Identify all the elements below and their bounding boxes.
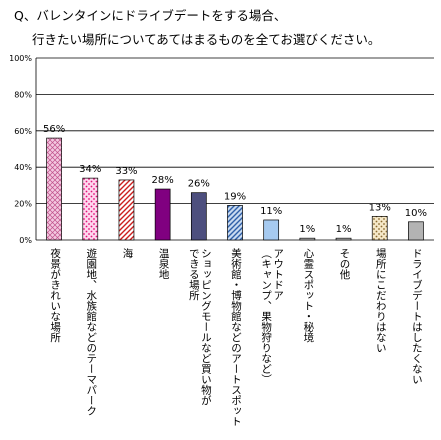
value-label: 19%	[224, 191, 246, 202]
svg-text:夜景がきれいな場所: 夜景がきれいな場所	[49, 247, 61, 343]
y-tick-label: 20%	[14, 200, 32, 209]
value-labels: 56% 34% 33% 28% 26% 19% 11% 1% 1% 13% 10%	[43, 124, 427, 235]
value-label: 56%	[43, 124, 65, 135]
bar	[299, 237, 316, 241]
svg-text:温泉地: 温泉地	[158, 248, 170, 280]
bar	[227, 205, 243, 241]
svg-text:ショッピングモールなど買い物が: ショッピングモールなど買い物が	[200, 248, 212, 406]
chart-title-line-2: 行きたい場所についてあてはまるものを全てお選びください。	[32, 32, 381, 47]
y-tick-label: 80%	[14, 90, 32, 99]
svg-text:心霊スポット・秘境: 心霊スポット・秘境	[302, 248, 314, 343]
value-label: 28%	[152, 175, 174, 186]
bar	[408, 221, 424, 241]
svg-text:その他: その他	[339, 248, 351, 280]
value-label: 33%	[115, 166, 137, 177]
y-tick-label: 60%	[14, 127, 32, 136]
bar	[371, 215, 388, 241]
category-label: 場所にこだわりはない	[375, 247, 387, 353]
y-tick-label: 100%	[9, 54, 32, 63]
bar	[82, 177, 99, 241]
svg-text:できる場所: できる場所	[188, 248, 200, 301]
chart-title-line-1: Q、バレンタインにドライブデートをする場合、	[14, 8, 287, 23]
y-tick-label: 0%	[19, 236, 32, 245]
svg-text:ドライブデートはしたくない: ドライブデートはしたくない	[411, 248, 423, 385]
value-label: 34%	[79, 164, 101, 175]
y-tick-label: 40%	[14, 163, 32, 172]
value-label: 13%	[369, 202, 391, 213]
bar	[335, 237, 352, 241]
category-label: 夜景がきれいな場所	[49, 247, 61, 343]
svg-text:海: 海	[121, 247, 133, 259]
svg-text:（キャンプ、果物狩りなど）: （キャンプ、果物狩りなど）	[260, 248, 272, 385]
value-label: 10%	[405, 208, 427, 219]
category-label: その他	[339, 248, 351, 280]
bar	[263, 219, 280, 241]
chart-title: Q、バレンタインにドライブデートをする場合、 行きたい場所についてあてはまるもの…	[14, 4, 434, 52]
svg-text:遊園地、水族館などのテーマパーク: 遊園地、水族館などのテーマパーク	[85, 247, 97, 416]
value-label: 1%	[299, 224, 315, 235]
bar	[118, 179, 135, 241]
bars	[46, 137, 424, 241]
bar	[154, 188, 171, 241]
category-label: 心霊スポット・秘境	[302, 248, 314, 343]
gridlines	[35, 57, 434, 241]
category-label: 温泉地	[158, 248, 170, 280]
category-label: 美術館・博物館などのアートスポット	[230, 247, 242, 426]
svg-text:場所にこだわりはない: 場所にこだわりはない	[375, 247, 387, 353]
value-label: 11%	[260, 206, 282, 217]
category-label: 遊園地、水族館などのテーマパーク	[85, 247, 97, 416]
svg-text:美術館・博物館などのアートスポット: 美術館・博物館などのアートスポット	[230, 247, 242, 426]
category-labels: 夜景がきれいな場所 遊園地、水族館などのテーマパーク 海 温泉地 ショッピングモールなど…	[49, 247, 423, 426]
category-label: アウトドア（キャンプ、果物狩りなど）	[260, 248, 284, 385]
bar	[46, 137, 62, 241]
svg-text:アウトドア: アウトドア	[272, 248, 284, 301]
bar	[190, 192, 207, 241]
value-label: 1%	[336, 224, 352, 235]
category-label: ドライブデートはしたくない	[411, 248, 423, 385]
value-label: 26%	[188, 179, 210, 190]
y-axis-ticks: 0% 20% 40% 60% 80% 100%	[9, 54, 32, 245]
category-label: 海	[121, 247, 133, 259]
